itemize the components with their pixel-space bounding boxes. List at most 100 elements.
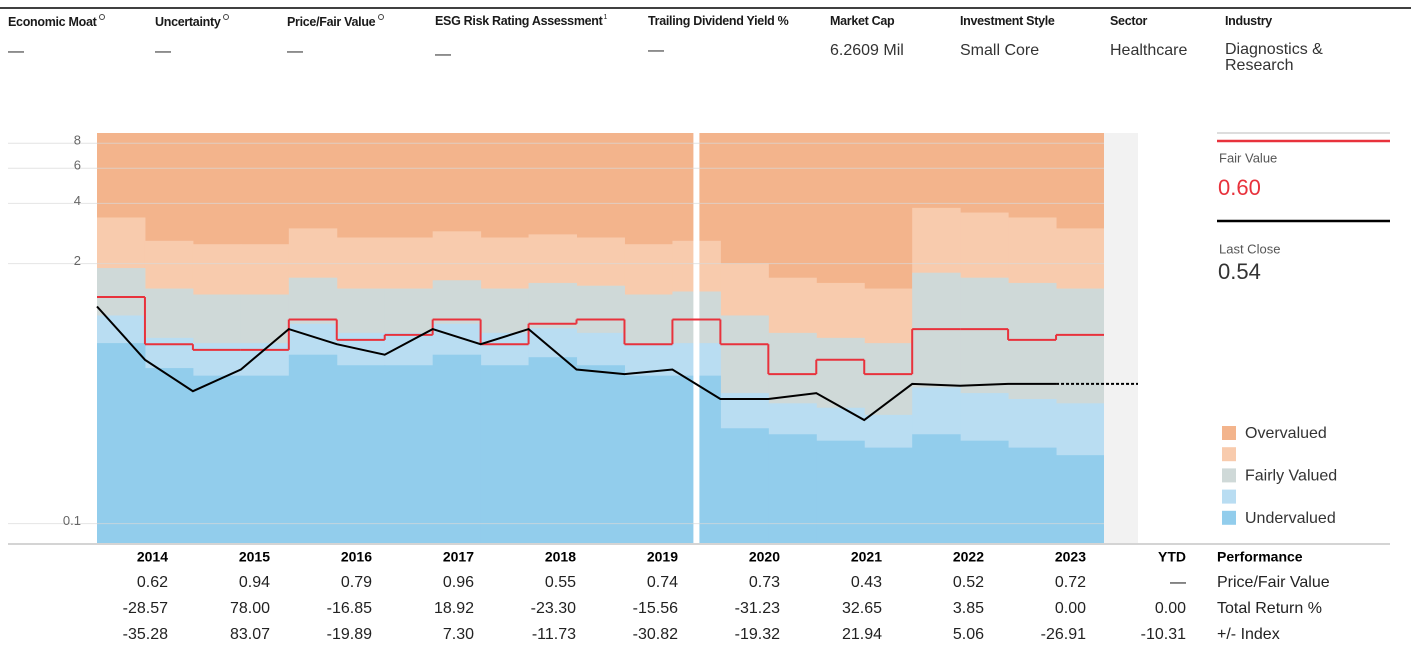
valuation-band — [720, 428, 769, 543]
header-cell: Industry Diagnostics & Research — [1225, 14, 1350, 74]
table-cell: 0.52 — [953, 574, 984, 591]
valuation-band — [336, 365, 386, 543]
table-column-header: 2018 — [545, 549, 576, 565]
valuation-band — [144, 368, 194, 543]
last-close: 0.54 — [1218, 259, 1261, 284]
header-value: — — [648, 42, 664, 59]
table-cell: 0.73 — [749, 574, 780, 591]
table-cell: -15.56 — [633, 600, 678, 617]
table-title: Performance — [1217, 549, 1303, 565]
table-column-header: 2017 — [443, 549, 474, 565]
valuation-band — [912, 434, 961, 543]
header-label: Market Cap — [830, 14, 895, 28]
table-row-label: Total Return % — [1217, 600, 1322, 617]
table-cell: 0.00 — [1055, 600, 1086, 617]
table-cell: -19.32 — [735, 626, 780, 643]
header-cell: Trailing Dividend Yield % — — [648, 14, 789, 60]
legend-swatch — [1222, 510, 1236, 525]
header-cell: Economic Moat — — [8, 14, 106, 61]
legend-swatch — [1222, 489, 1236, 504]
header-label: Trailing Dividend Yield % — [648, 14, 789, 28]
table-column-header: 2015 — [239, 549, 270, 565]
table-cell: — — [1170, 574, 1186, 591]
valuation-band — [960, 440, 1009, 543]
table-cell: -11.73 — [532, 626, 576, 643]
table-cell: -30.82 — [633, 626, 678, 643]
valuation-band — [1008, 447, 1057, 543]
table-column-header: 2023 — [1055, 549, 1086, 565]
header-label: Sector — [1110, 14, 1148, 28]
table-column-header: 2014 — [137, 549, 168, 565]
table-cell: 0.79 — [341, 574, 372, 591]
header-value: Diagnostics & Research — [1225, 41, 1323, 74]
valuation-band — [480, 365, 530, 543]
table-cell: 32.65 — [842, 600, 882, 617]
table-cell: 5.06 — [953, 626, 984, 643]
header-cell: ESG Risk Rating Assessment1 — — [435, 14, 607, 64]
y-tick-label: 6 — [74, 158, 81, 173]
valuation-band — [576, 365, 625, 543]
legend-label: Fairly Valued — [1245, 468, 1337, 485]
table-column-header: 2022 — [953, 549, 984, 565]
fair-value-label: Fair Value — [1219, 150, 1277, 165]
table-cell: -23.30 — [531, 600, 576, 617]
table-cell: 18.92 — [434, 600, 474, 617]
table-column-header: YTD — [1158, 549, 1186, 565]
valuation-band — [240, 375, 290, 543]
table-column-header: 2021 — [851, 549, 882, 565]
header-cell: Uncertainty — — [155, 14, 230, 61]
header-cell: Investment Style Small Core — [960, 14, 1055, 60]
table-cell: -31.23 — [735, 600, 780, 617]
y-tick-label: 0.1 — [63, 513, 81, 528]
header-label: Uncertainty — [155, 15, 221, 29]
header-value: 6.2609 Mil — [830, 42, 904, 59]
header-value: Healthcare — [1110, 42, 1188, 59]
table-cell: 3.85 — [953, 600, 984, 617]
table-cell: -28.57 — [123, 600, 168, 617]
header-label: ESG Risk Rating Assessment — [435, 14, 603, 28]
table-cell: 21.94 — [842, 626, 882, 643]
table-column-header: 2020 — [749, 549, 780, 565]
table-cell: 0.62 — [137, 574, 168, 591]
header-label: Investment Style — [960, 14, 1055, 28]
header-value: — — [435, 46, 451, 63]
table-cell: -19.89 — [327, 626, 372, 643]
table-column-header: 2016 — [341, 549, 372, 565]
legend-swatch — [1222, 468, 1236, 483]
footnote: 1 — [603, 14, 608, 21]
table-cell: 0.96 — [443, 574, 474, 591]
table-cell: 0.55 — [545, 574, 576, 591]
future-area — [1104, 133, 1138, 543]
table-cell: 0.94 — [239, 574, 270, 591]
table-cell: -26.91 — [1041, 626, 1086, 643]
legend-swatch — [1222, 426, 1236, 440]
table-cell: 0.43 — [851, 574, 882, 591]
valuation-band — [528, 357, 578, 543]
price-line — [96, 305, 1056, 422]
header-value: Small Core — [960, 42, 1040, 59]
info-icon[interactable] — [99, 14, 106, 20]
header-value: — — [8, 43, 24, 60]
table-cell: 83.07 — [230, 626, 270, 643]
last-close-label: Last Close — [1219, 241, 1280, 256]
y-tick-label: 8 — [74, 133, 81, 148]
valuation-band — [864, 447, 913, 543]
valuation-band — [432, 354, 482, 543]
header-label: Economic Moat — [8, 15, 97, 29]
header-value: — — [287, 43, 303, 60]
table-column-header: 2019 — [647, 549, 678, 565]
legend-label: Overvalued — [1245, 425, 1327, 442]
period-gap — [693, 133, 700, 543]
legend-swatch — [1222, 447, 1236, 462]
header-label: Industry — [1225, 14, 1272, 28]
table-cell: 0.00 — [1155, 600, 1186, 617]
table-cell: -35.28 — [123, 626, 168, 643]
table-cell: 0.74 — [647, 574, 678, 591]
header-label: Price/Fair Value — [287, 15, 376, 29]
table-cell: 7.30 — [443, 626, 474, 643]
y-tick-label: 4 — [74, 193, 81, 208]
info-icon[interactable] — [223, 14, 230, 20]
valuation-band — [624, 375, 673, 543]
info-icon[interactable] — [378, 14, 385, 20]
